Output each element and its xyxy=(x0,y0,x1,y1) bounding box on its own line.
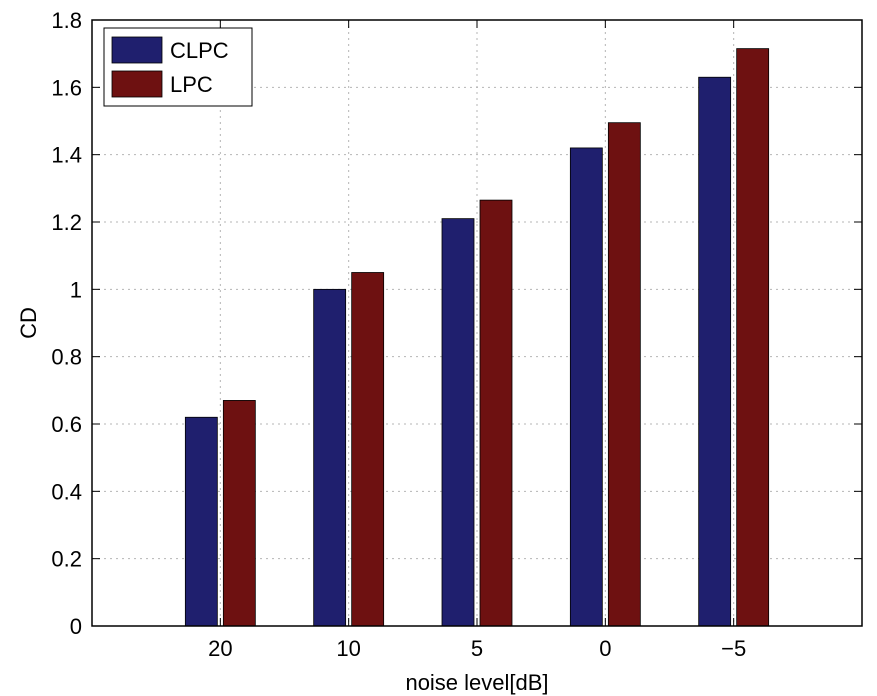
y-tick-label: 1.2 xyxy=(51,210,82,235)
x-tick-label: 10 xyxy=(336,636,360,661)
y-tick-label: 1 xyxy=(70,277,82,302)
bars xyxy=(184,48,770,627)
y-tick-label: 0.2 xyxy=(51,547,82,572)
bar-lpc-0 xyxy=(222,400,256,627)
y-tick-label: 0.4 xyxy=(51,479,82,504)
x-axis-title: noise level[dB] xyxy=(405,670,548,695)
y-tick-label: 1.4 xyxy=(51,143,82,168)
bar-clpc-4 xyxy=(698,76,732,627)
legend: CLPC LPC xyxy=(103,27,253,107)
bar-clpc-0 xyxy=(184,416,218,627)
y-tick-label: 0.6 xyxy=(51,412,82,437)
y-axis-title: CD xyxy=(16,307,41,339)
bar-lpc-4 xyxy=(736,48,770,627)
x-tick-label: −5 xyxy=(721,636,746,661)
grid xyxy=(92,20,862,626)
bar-clpc-2 xyxy=(441,218,475,627)
y-tick-label: 0 xyxy=(70,614,82,639)
x-tick-label: 20 xyxy=(208,636,232,661)
y-tick-label: 0.8 xyxy=(51,345,82,370)
x-tick-label: 0 xyxy=(599,636,611,661)
bar-lpc-1 xyxy=(351,272,385,627)
y-tick-label: 1.8 xyxy=(51,8,82,33)
bar-clpc-3 xyxy=(569,147,603,627)
bar-lpc-2 xyxy=(479,199,513,627)
legend-swatch-lpc xyxy=(111,70,163,98)
x-axis-ticks: 20 10 5 0 −5 xyxy=(208,20,746,661)
x-tick-label: 5 xyxy=(471,636,483,661)
legend-label-clpc: CLPC xyxy=(170,38,229,63)
y-tick-label: 1.6 xyxy=(51,75,82,100)
legend-swatch-clpc xyxy=(111,36,163,64)
bar-lpc-3 xyxy=(607,122,641,627)
bar-clpc-1 xyxy=(313,288,347,627)
legend-label-lpc: LPC xyxy=(170,72,213,97)
y-axis-ticks: 0 0.2 0.4 0.6 0.8 1 1.2 1.4 1.6 1.8 xyxy=(51,8,862,639)
